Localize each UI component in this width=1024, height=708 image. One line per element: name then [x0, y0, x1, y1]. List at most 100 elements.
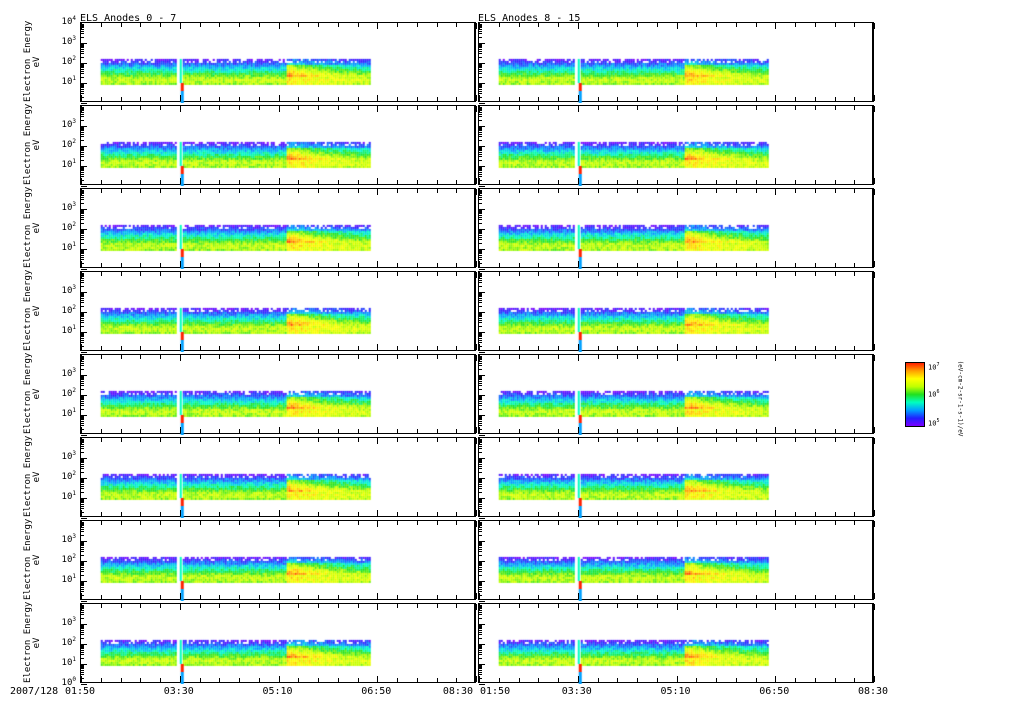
- x-minor-tick: [558, 604, 559, 608]
- y-axis-label-text: eV: [32, 471, 42, 483]
- x-minor-tick: [656, 180, 658, 184]
- y-tick: [479, 195, 482, 197]
- x-minor-tick: [100, 23, 102, 27]
- x-minor-tick: [219, 521, 221, 525]
- x-minor-tick: [100, 438, 102, 442]
- y-tick: [81, 630, 84, 632]
- x-minor-tick: [538, 263, 540, 267]
- y-tick: [479, 444, 482, 446]
- x-minor-tick: [617, 429, 619, 433]
- y-tick-label: 102: [48, 138, 76, 150]
- x-minor-tick: [834, 23, 836, 27]
- y-tick: [81, 273, 84, 275]
- y-tick: [81, 459, 84, 461]
- y-tick: [479, 256, 482, 258]
- x-minor-tick: [558, 346, 559, 350]
- x-minor-tick: [854, 97, 856, 101]
- x-minor-tick: [597, 272, 599, 276]
- x-minor-tick: [456, 106, 458, 110]
- y-tick: [479, 508, 482, 510]
- y-tick: [479, 671, 482, 673]
- y-tick: [479, 210, 482, 212]
- y-tick: [479, 574, 482, 576]
- y-tick: [81, 617, 84, 619]
- x-minor-tick: [258, 23, 260, 27]
- y-tick-label-text: 1: [72, 241, 76, 248]
- y-tick: [81, 312, 87, 313]
- x-minor-tick: [179, 521, 181, 527]
- x-minor-tick: [597, 512, 599, 516]
- y-tick: [479, 445, 482, 447]
- x-minor-tick: [258, 355, 260, 359]
- y-tick: [479, 83, 485, 84]
- y-tick-label: 102: [48, 304, 76, 316]
- y-tick: [81, 531, 84, 533]
- y-tick: [479, 564, 482, 566]
- y-axis-label: Electron Energy eV: [23, 104, 44, 185]
- y-tick: [81, 524, 84, 526]
- x-minor-tick: [100, 355, 102, 359]
- x-minor-tick: [140, 106, 142, 110]
- x-minor-tick: [120, 263, 122, 267]
- x-minor-tick: [160, 678, 161, 682]
- x-minor-tick: [617, 595, 619, 599]
- y-tick: [479, 587, 482, 589]
- y-tick-label: 102: [48, 636, 76, 648]
- x-minor-tick: [637, 106, 638, 110]
- x-minor-tick: [456, 272, 458, 276]
- x-minor-tick: [81, 106, 82, 112]
- y-tick: [81, 645, 84, 647]
- x-minor-tick: [814, 438, 816, 442]
- x-minor-tick: [476, 261, 477, 267]
- x-minor-tick: [476, 521, 477, 527]
- y-tick: [479, 522, 482, 524]
- colorbar-tick-low: 105: [928, 418, 940, 428]
- y-tick: [479, 498, 482, 500]
- y-tick: [81, 677, 84, 679]
- x-minor-tick: [617, 438, 619, 442]
- y-tick: [81, 479, 84, 481]
- x-minor-tick: [377, 510, 379, 516]
- x-minor-tick: [775, 604, 777, 610]
- y-tick: [479, 402, 482, 404]
- x-minor-tick: [716, 272, 717, 276]
- y-tick: [479, 139, 482, 141]
- y-tick: [81, 136, 84, 138]
- x-minor-tick: [735, 189, 737, 193]
- y-tick-label-text: 1: [72, 75, 76, 82]
- y-tick: [81, 332, 84, 334]
- x-minor-tick: [160, 604, 161, 608]
- y-tick: [479, 581, 485, 582]
- x-minor-tick: [456, 429, 458, 433]
- x-minor-tick: [874, 23, 875, 29]
- y-tick: [479, 365, 482, 367]
- x-minor-tick: [597, 438, 599, 442]
- x-minor-tick: [140, 23, 142, 27]
- y-tick: [479, 581, 482, 583]
- x-minor-tick: [558, 438, 559, 442]
- x-minor-tick: [735, 595, 737, 599]
- y-tick: [479, 511, 482, 513]
- x-minor-tick: [318, 106, 319, 110]
- x-minor-tick: [577, 427, 579, 433]
- y-tick: [81, 378, 84, 380]
- x-minor-tick: [834, 346, 836, 350]
- y-tick: [479, 106, 482, 108]
- y-tick: [479, 439, 482, 441]
- x-minor-tick: [199, 180, 201, 184]
- y-tick-label-text: 3: [72, 284, 76, 291]
- x-minor-tick: [456, 189, 458, 193]
- x-minor-tick: [318, 180, 319, 184]
- y-tick: [81, 83, 84, 85]
- y-axis-label: Electron Energy eV: [23, 187, 44, 268]
- y-tick: [479, 657, 482, 659]
- y-tick: [479, 375, 482, 377]
- x-minor-tick: [775, 593, 777, 599]
- y-tick: [81, 587, 84, 589]
- y-tick: [479, 356, 482, 358]
- y-tick: [81, 285, 84, 287]
- x-minor-tick: [597, 521, 599, 525]
- x-minor-tick: [755, 678, 757, 682]
- x-minor-tick: [357, 272, 359, 276]
- y-tick: [81, 70, 84, 72]
